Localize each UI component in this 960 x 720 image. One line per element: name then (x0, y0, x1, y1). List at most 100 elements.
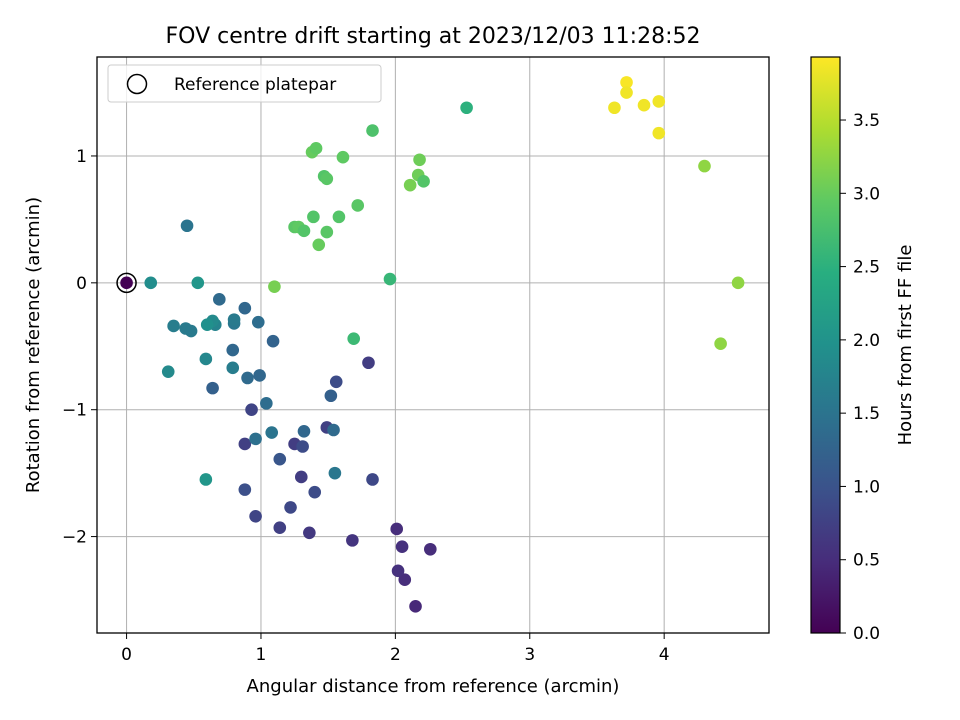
colorbar-gradient (810, 56, 841, 634)
colorbar-tick-label: 3.0 (853, 184, 880, 204)
legend-marker (126, 73, 148, 95)
data-point (417, 175, 430, 188)
x-tick-label: 2 (390, 645, 401, 665)
data-point (332, 210, 346, 224)
reference-marker (116, 272, 137, 294)
colorbar-tick-label: 1.5 (853, 404, 880, 424)
data-point (409, 600, 422, 613)
x-tick-label: 3 (524, 645, 535, 665)
data-point (161, 365, 175, 378)
data-point (424, 542, 437, 556)
data-point (213, 293, 226, 306)
colorbar-tick-label: 2.5 (853, 258, 880, 278)
data-point (328, 466, 342, 480)
colorbar-tick-label: 0.5 (853, 551, 880, 571)
data-point (253, 369, 266, 382)
data-point (366, 124, 379, 137)
data-point (329, 375, 343, 389)
x-tick-label: 4 (659, 645, 670, 665)
legend: Reference platepar (107, 64, 382, 103)
data-point (226, 343, 240, 357)
data-point (284, 501, 297, 514)
colorbar: 0.0 0.5 1.0 1.5 2.0 2.5 3.0 3.5 Hours from firs… (810, 56, 916, 644)
data-point (303, 526, 316, 540)
colorbar-ticks: 0.0 0.5 1.0 1.5 2.0 2.5 3.0 3.5 (840, 111, 880, 644)
data-point (403, 178, 417, 192)
data-point (268, 280, 281, 293)
data-point (273, 452, 287, 466)
data-point (266, 334, 280, 348)
data-point (238, 483, 252, 496)
data-point (320, 225, 334, 239)
data-point (226, 361, 240, 375)
data-point (245, 403, 258, 417)
colorbar-tick-label: 0.0 (853, 624, 880, 644)
y-axis-ticks: −2 −1 0 1 (62, 147, 97, 548)
data-point (346, 534, 359, 547)
x-tick-label: 0 (121, 645, 132, 665)
data-point (366, 473, 379, 486)
data-point (312, 238, 326, 252)
colorbar-tick-label: 1.0 (853, 477, 880, 497)
data-point (238, 437, 252, 451)
data-point (273, 521, 287, 534)
data-point (184, 324, 198, 338)
data-point (608, 101, 621, 115)
data-point (413, 153, 426, 167)
data-point (652, 95, 666, 108)
data-point (241, 371, 254, 385)
data-point (698, 159, 711, 173)
data-point (398, 573, 412, 587)
data-point (327, 423, 340, 437)
x-axis-label: Angular distance from reference (arcmin) (247, 676, 620, 697)
colorbar-label: Hours from first FF file (895, 245, 916, 446)
data-point (320, 172, 334, 186)
data-point (391, 564, 405, 578)
data-point (249, 509, 262, 523)
data-point (324, 389, 338, 403)
data-point (249, 432, 262, 446)
y-tick-label: −2 (62, 528, 87, 548)
legend-label: Reference platepar (174, 75, 336, 95)
data-point (167, 319, 180, 333)
data-point (308, 485, 322, 499)
data-point (238, 301, 252, 315)
y-tick-label: −1 (62, 401, 87, 421)
grid-lines (97, 57, 769, 633)
data-point (395, 540, 409, 554)
data-point (144, 276, 158, 290)
data-point (383, 272, 397, 286)
colorbar-tick-label: 3.5 (853, 111, 880, 131)
data-point (297, 424, 311, 438)
legend-box (107, 64, 382, 103)
data-point (227, 313, 241, 326)
data-point (336, 150, 350, 164)
data-point (351, 199, 365, 212)
data-point (296, 440, 309, 453)
data-point (200, 318, 214, 332)
y-tick-label: 0 (76, 274, 87, 294)
data-point (260, 397, 273, 410)
x-axis-ticks: 0 1 2 3 4 (121, 633, 670, 665)
data-point (191, 276, 205, 290)
data-point (460, 101, 473, 115)
data-point (294, 470, 308, 484)
data-point (347, 332, 361, 345)
data-point (309, 142, 323, 155)
data-point (362, 356, 375, 370)
y-axis-label: Rotation from reference (arcmin) (23, 197, 44, 493)
data-point (652, 126, 666, 140)
colorbar-tick-label: 2.0 (853, 331, 880, 351)
data-point (297, 224, 311, 238)
data-point (199, 473, 213, 486)
data-point (206, 381, 219, 395)
data-point (120, 276, 133, 290)
data-point (251, 315, 265, 329)
plot-frame (96, 56, 770, 634)
data-point (307, 210, 320, 224)
scatter-points (120, 76, 745, 613)
data-point (714, 337, 727, 351)
x-tick-label: 1 (256, 645, 267, 665)
y-tick-label: 1 (76, 147, 87, 167)
